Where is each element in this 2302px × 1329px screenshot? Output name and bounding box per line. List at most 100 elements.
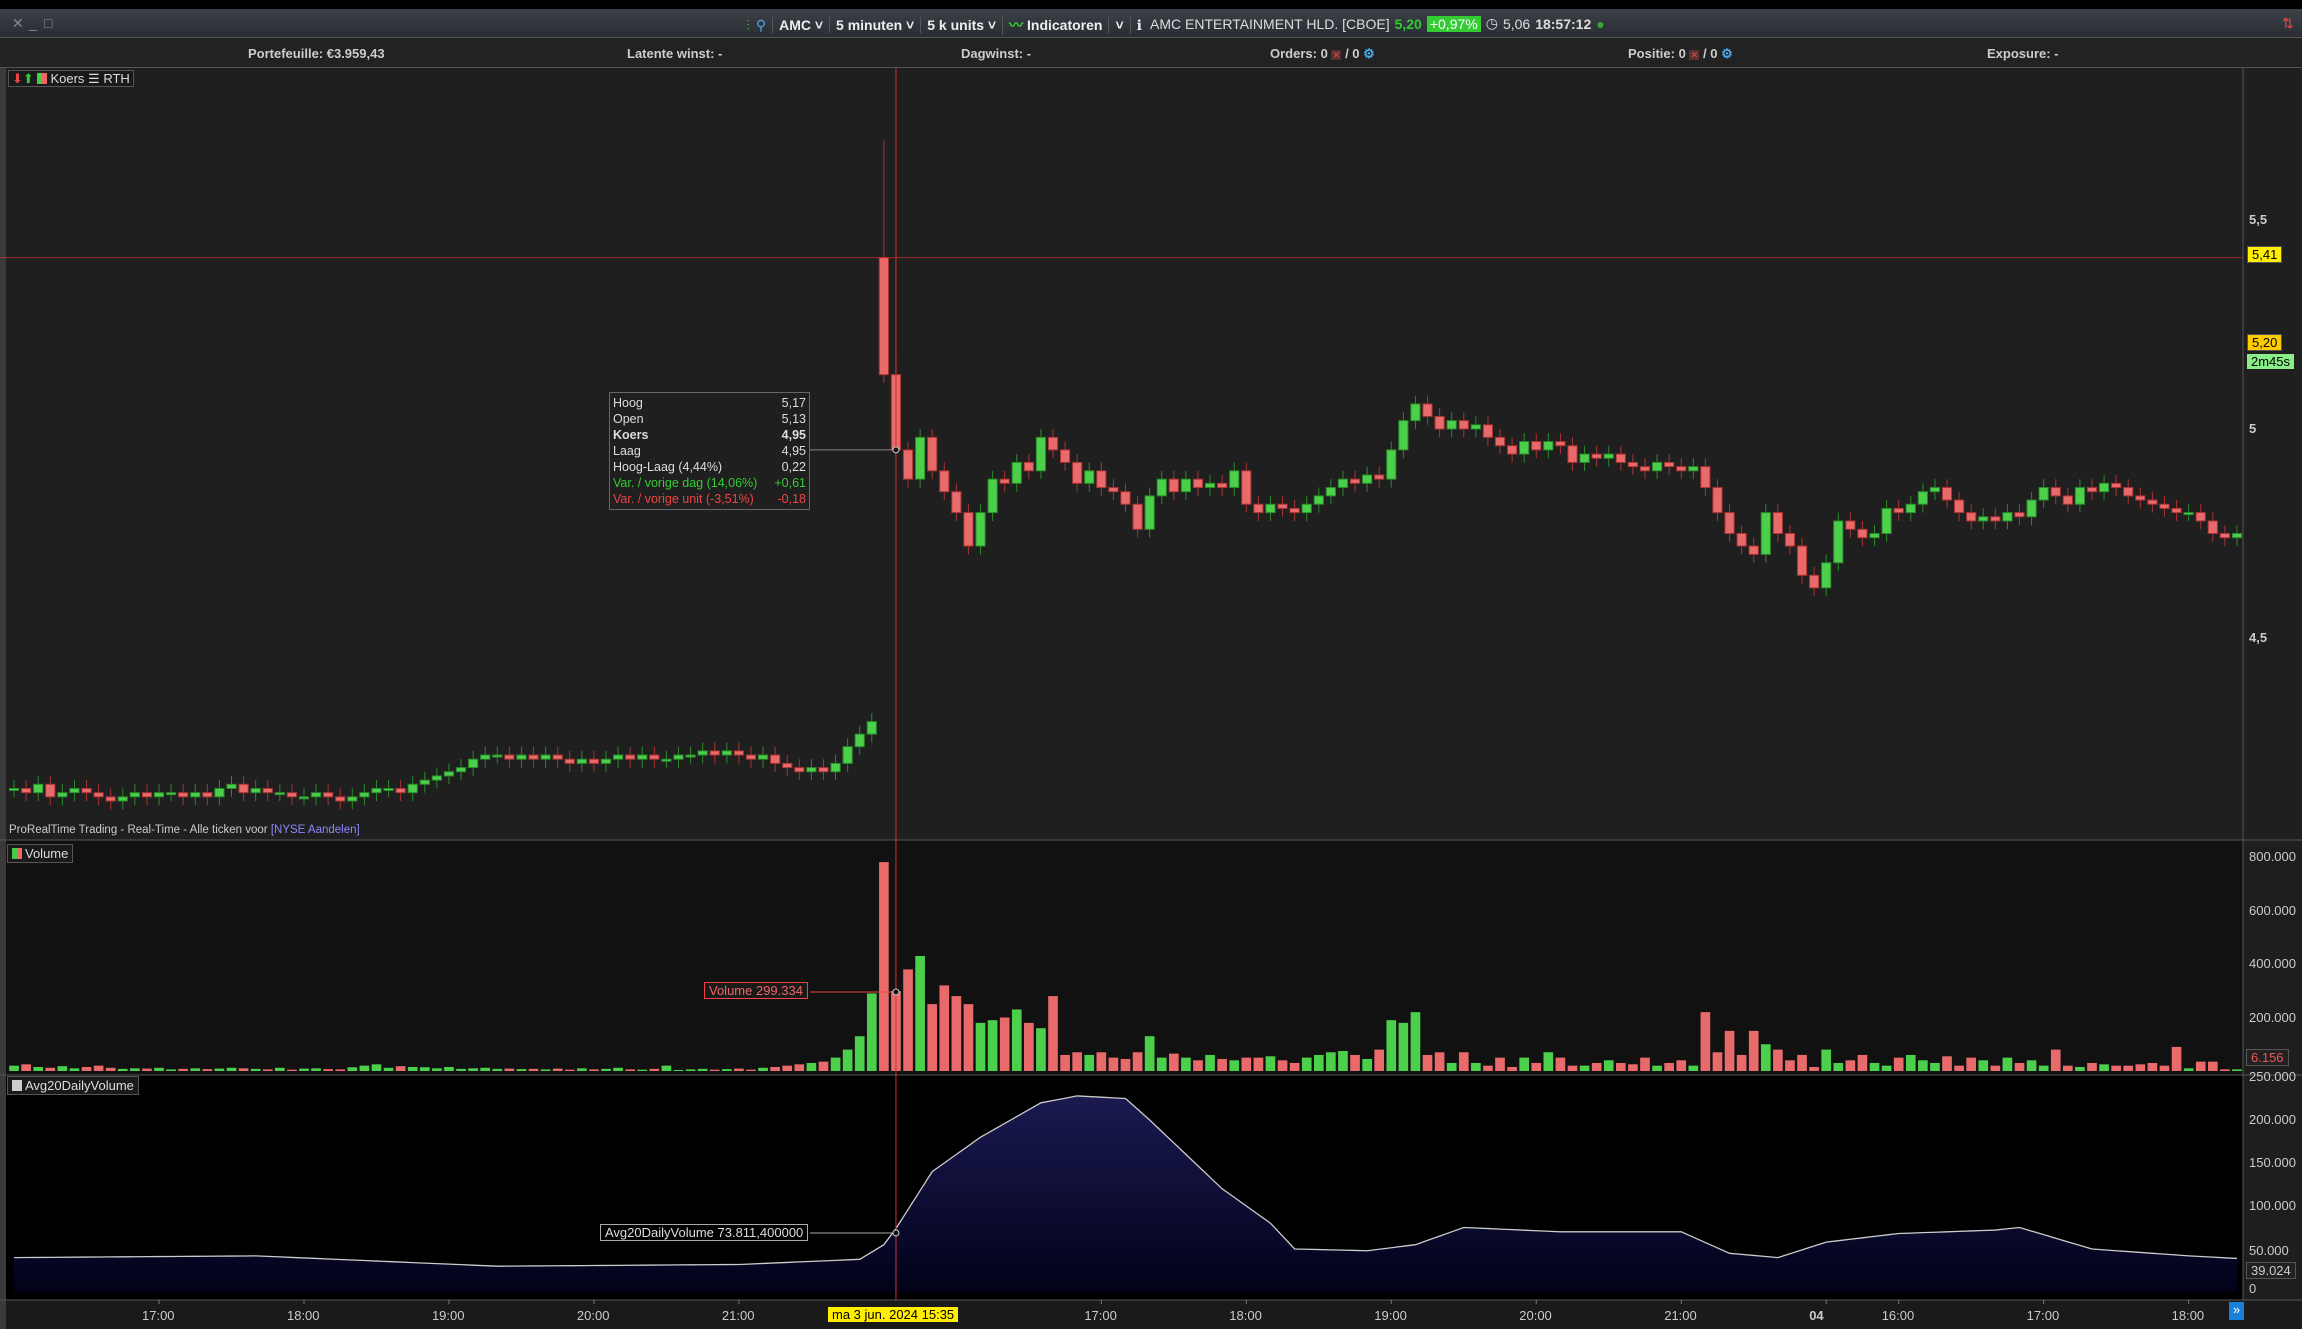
tooltip-value: 5,17 (781, 396, 806, 410)
candle (1954, 499, 1965, 514)
minimize-window-button[interactable]: _ (29, 15, 37, 31)
position-settings-icon[interactable]: ⚙ (1721, 46, 1733, 61)
candle (1362, 474, 1373, 484)
candle (613, 754, 624, 760)
volume-bar (1410, 1012, 1421, 1071)
volume-bar (105, 1067, 116, 1071)
time-axis-label: 18:00 (2171, 1308, 2205, 1323)
candle (57, 792, 68, 798)
volume-bar (1326, 1052, 1336, 1071)
candle (540, 754, 551, 760)
volume-bar (250, 1068, 261, 1071)
candle (1664, 461, 1675, 468)
indicators-icon: 〰 (1009, 17, 1024, 33)
tooltip-label: Var. / vorige unit (-3,51%) (613, 492, 754, 506)
candle (1567, 445, 1578, 463)
price-axis-label: 5 (2249, 421, 2257, 436)
candle (395, 787, 406, 794)
maximize-window-button[interactable]: □ (44, 15, 53, 31)
volume-bar (746, 1069, 756, 1071)
candle (1337, 478, 1349, 489)
candle (443, 771, 455, 777)
link-icon[interactable]: ⚲ (755, 16, 767, 33)
volume-bar (528, 1068, 539, 1071)
volume-bar (2026, 1060, 2037, 1071)
candle (1410, 403, 1421, 422)
candle (782, 762, 793, 769)
candle (1809, 574, 1820, 589)
indicators-menu-button[interactable]: ˅ (1108, 17, 1124, 33)
tooltip-value: +0,61 (774, 476, 806, 490)
buy-icon[interactable]: ⬆ (22, 71, 34, 86)
volume-bar (649, 1068, 660, 1071)
refresh-icon[interactable]: ⇅ (2282, 15, 2294, 31)
orders-count[interactable]: Orders: 0 ✕ / 0 ⚙ (1270, 46, 1375, 62)
candle (1917, 491, 1928, 505)
volume-bar (806, 1062, 817, 1071)
candle (637, 754, 648, 760)
rth-toggle[interactable]: RTH (103, 71, 130, 86)
symbol-dropdown[interactable]: AMC ˅ (772, 17, 823, 33)
volume-bar (1688, 1065, 1699, 1071)
list-icon[interactable]: ☰ (88, 71, 100, 86)
candle (492, 754, 503, 758)
candle (1748, 545, 1759, 555)
volume-bar (444, 1066, 454, 1071)
close-position-icon[interactable]: ✕ (1689, 50, 1700, 60)
candle (504, 754, 515, 760)
units-dropdown[interactable]: 5 k units ˅ (920, 17, 996, 33)
candle (202, 792, 213, 798)
units-label: 5 k units (927, 17, 985, 33)
time-axis-label: 04 (1809, 1308, 1824, 1323)
price-legend[interactable]: ⬇⬆ Koers ☰ RTH (8, 70, 134, 87)
candle-type-icon[interactable]: ⫶ (746, 16, 750, 33)
close-window-button[interactable]: ✕ (12, 15, 24, 31)
interval-dropdown[interactable]: 5 minuten ˅ (829, 17, 914, 33)
left-edge (0, 68, 6, 1329)
volume-bar (166, 1069, 176, 1071)
volume-bar (359, 1065, 370, 1071)
candle (1156, 478, 1167, 497)
cancel-orders-icon[interactable]: ✕ (1331, 50, 1342, 60)
tooltip-value: 4,95 (781, 428, 806, 442)
last-volume-label: 6.156 (2246, 1049, 2289, 1066)
volume-bar (987, 1020, 998, 1071)
info-icon[interactable]: ℹ (1129, 16, 1142, 34)
avg-legend-label: Avg20DailyVolume (25, 1078, 134, 1093)
position-count[interactable]: Positie: 0 ✕ / 0 ⚙ (1628, 46, 1733, 62)
chart-area[interactable] (0, 68, 2302, 1329)
volume-bar (1652, 1065, 1662, 1071)
candle (1978, 516, 1989, 522)
candle (2111, 482, 2122, 489)
volume-axis-label: 600.000 (2249, 902, 2296, 918)
candle (1023, 461, 1034, 472)
orders-settings-icon[interactable]: ⚙ (1363, 46, 1375, 61)
scroll-to-end-button[interactable]: » (2229, 1302, 2244, 1320)
tooltip-row: Var. / vorige unit (-3,51%) -0,18 (613, 491, 806, 507)
candle (347, 796, 358, 802)
volume-bar (1845, 1060, 1856, 1071)
exchange-link[interactable]: [NYSE Aandelen] (270, 824, 360, 836)
candle (999, 478, 1010, 484)
candle (81, 787, 92, 794)
avg-volume-legend[interactable]: Avg20DailyVolume (7, 1076, 139, 1095)
candle (975, 512, 986, 547)
volume-bar (190, 1068, 201, 1071)
time-axis-label: 16:00 (1881, 1308, 1915, 1323)
volume-legend[interactable]: Volume (7, 844, 74, 863)
volume-bar (1905, 1054, 1916, 1071)
candle (1108, 487, 1119, 493)
candle (431, 775, 442, 781)
tooltip-row: Var. / vorige dag (14,06%) +0,61 (613, 475, 806, 491)
volume-bar (673, 1069, 684, 1071)
candle (1676, 466, 1687, 472)
sell-icon[interactable]: ⬇ (12, 71, 23, 86)
candle (794, 767, 805, 773)
candle (45, 783, 56, 798)
indicators-dropdown[interactable]: 〰 Indicatoren (1002, 15, 1102, 35)
volume-bar (1072, 1052, 1083, 1071)
candle (1060, 449, 1071, 463)
volume-bar (1760, 1044, 1771, 1071)
volume-bar (2002, 1057, 2013, 1071)
candle (733, 750, 744, 756)
